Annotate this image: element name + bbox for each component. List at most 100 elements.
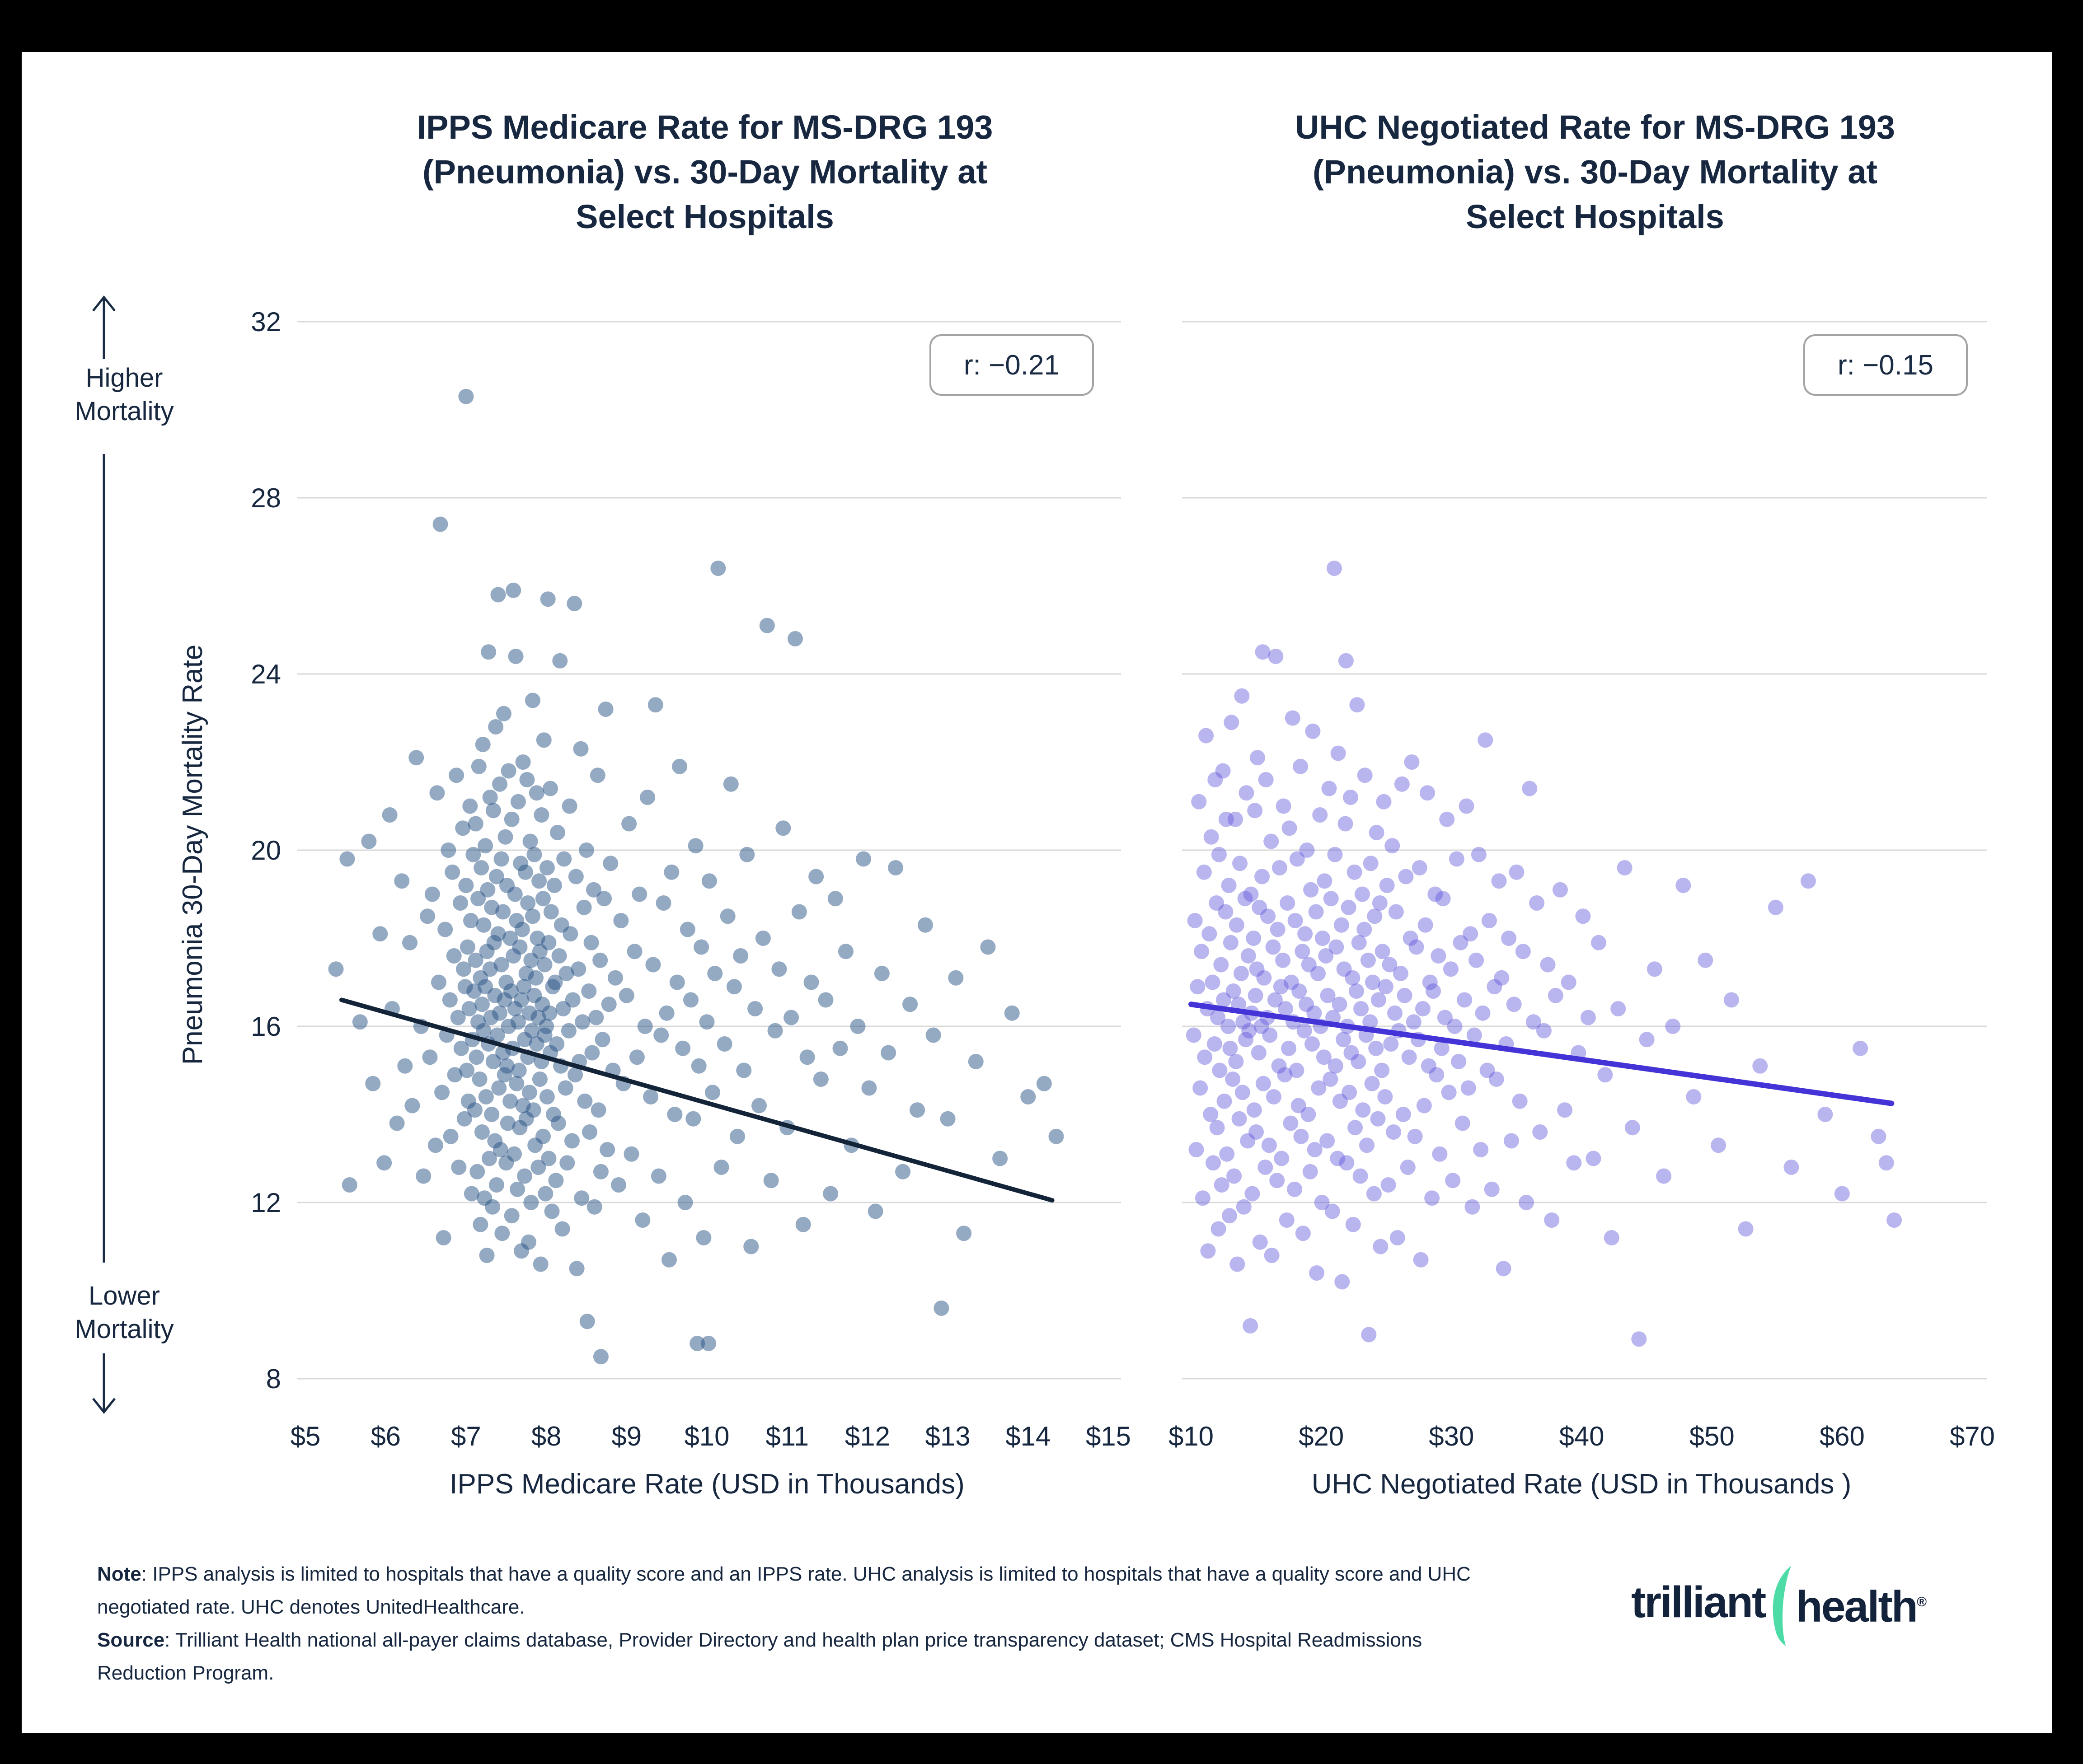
scatter-point [1216,992,1232,1008]
scatter-point [775,820,791,836]
scatter-point [1234,1085,1250,1100]
scatter-point [520,895,536,911]
scatter-point [1364,1076,1380,1091]
scatter-point [1249,961,1265,977]
scatter-point [640,790,656,805]
scatter-point [1188,1142,1204,1157]
x-tick-label: $7 [451,1421,481,1451]
scatter-point [795,1217,811,1232]
scatter-point [1365,974,1380,990]
scatter-point [1205,1155,1221,1171]
scatter-point [1301,957,1317,973]
scatter-point [1488,1072,1504,1087]
scatter-point [1478,732,1493,748]
x-tick-label: $10 [1168,1421,1214,1451]
scatter-point [1415,1001,1431,1016]
scatter-point [1631,1331,1647,1347]
scatter-point [1412,860,1427,875]
scatter-point [540,591,556,607]
scatter-point [1416,1098,1432,1114]
y-tick-label: 8 [266,1364,281,1394]
scatter-point [511,1062,527,1078]
footnote: Note: IPPS analysis is limited to hospit… [97,1558,1480,1689]
x-tick-label: $12 [845,1421,890,1451]
left-chart-title: IPPS Medicare Rate for MS-DRG 193 (Pneum… [417,108,993,235]
scatter-point [1752,1058,1768,1074]
scatter-point [563,926,578,942]
y-tick-label: 32 [251,307,281,337]
scatter-point [1209,895,1224,911]
scatter-point [1262,1027,1278,1043]
scatter-point [1394,776,1410,792]
scatter-point [607,970,623,986]
scatter-point [490,926,506,942]
scatter-point [1332,1093,1348,1109]
scatter-point [1196,864,1212,880]
scatter-point [1525,1014,1541,1030]
scatter-point [469,1164,485,1179]
scatter-point [484,1107,500,1122]
scatter-point [1357,767,1373,783]
scatter-point [488,1177,504,1193]
scatter-point [1248,1124,1264,1140]
scatter-point [1341,899,1356,915]
scatter-point [968,1054,984,1069]
scatter-point [1257,1160,1273,1175]
scatter-point [1270,922,1285,937]
scatter-point [803,974,819,990]
scatter-point [456,961,472,977]
scatter-point [476,1023,492,1039]
scatter-point [1449,851,1464,867]
scatter-point [881,1045,896,1061]
scatter-point [713,1160,729,1175]
scatter-point [992,1151,1008,1166]
x-tick-label: $10 [684,1421,729,1451]
scatter-point [1232,856,1248,871]
scatter-point [1224,715,1239,730]
frame-border-top [0,0,2083,52]
scatter-point [554,1221,570,1237]
scatter-point [549,1036,565,1052]
scatter-point [468,816,483,832]
trilliant-health-logo: trilliant health® [1631,1566,1927,1646]
scatter-point [546,878,562,893]
scatter-point [1218,811,1234,827]
scatter-point [613,913,629,928]
scatter-point [1287,913,1303,928]
scatter-point [1276,798,1291,814]
left-correlation-value: r: −0.21 [964,349,1060,381]
scatter-point [917,917,933,933]
scatter-point [850,1019,866,1034]
scatter-point [1397,987,1412,1003]
scatter-point [490,587,506,603]
scatter-point [1422,974,1438,990]
scatter-point [1406,1014,1422,1030]
scatter-point [1332,997,1347,1012]
scatter-point [482,790,498,805]
scatter-point [595,1032,610,1048]
scatter-point [629,1049,645,1065]
scatter-point [504,1208,520,1224]
scatter-point [464,1186,479,1202]
x-tick-label: $9 [611,1421,642,1451]
scatter-point [445,864,460,880]
scatter-point [1210,1221,1226,1237]
scatter-point [685,1111,701,1127]
x-tick-label: $20 [1299,1421,1344,1451]
scatter-point [1317,873,1332,889]
scatter-point [771,961,787,977]
source-label: Source [97,1629,165,1651]
scatter-point [535,891,551,907]
scatter-point [593,1349,609,1365]
scatter-point [1328,939,1344,955]
scatter-point [1413,1252,1429,1268]
frame-border-bottom [0,1733,2083,1764]
scatter-point [808,869,824,884]
scatter-point [1254,869,1270,884]
scatter-point [1275,952,1291,968]
scatter-point [1427,886,1443,902]
scatter-point [1324,1203,1340,1219]
scatter-point [1473,1142,1489,1157]
scatter-point [524,1023,540,1039]
scatter-point [516,979,532,995]
